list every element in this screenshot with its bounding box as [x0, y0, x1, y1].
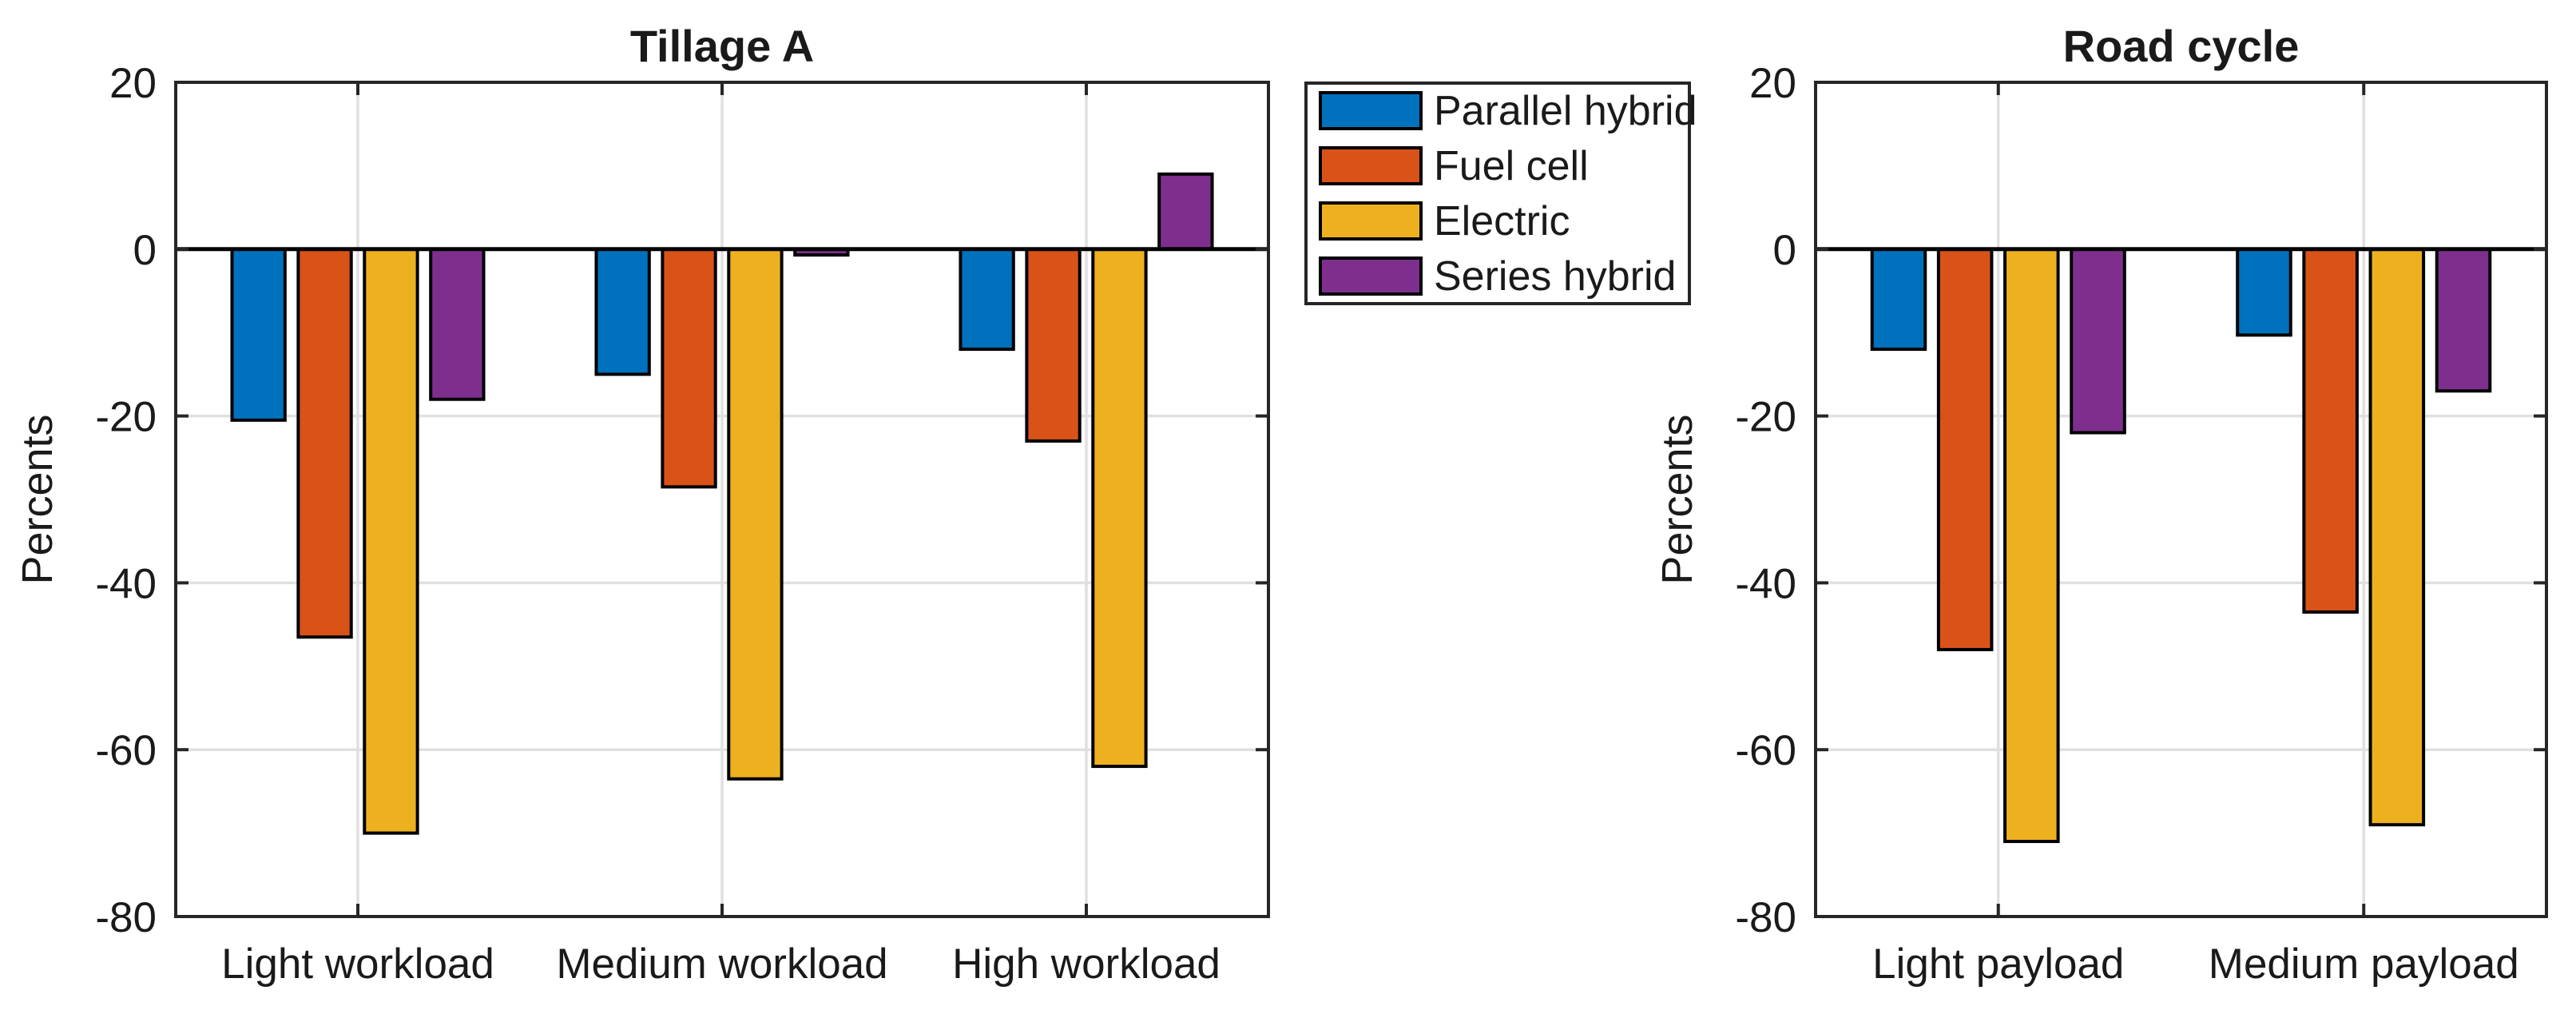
bar-fuel-cell [1025, 247, 1082, 443]
legend-swatch-series-hybrid [1319, 256, 1423, 296]
legend-row: Series hybrid [1319, 256, 1688, 297]
bar-parallel-hybrid [230, 247, 287, 422]
bar-electric [2368, 247, 2426, 827]
bar-series-hybrid [1157, 172, 1214, 251]
bar-parallel-hybrid [1870, 247, 1927, 352]
x-tick-label: Light workload [221, 940, 494, 988]
chart-road-cycle: 20 0 -20 -40 -60 -80 Light payload Medium paylo… [1653, 21, 2548, 988]
y-tick-label: 0 [1773, 227, 1796, 274]
bar-series-hybrid [2070, 247, 2126, 435]
y-tick-label: -20 [1735, 394, 1796, 441]
bar-parallel-hybrid [594, 247, 651, 376]
y-tick-label: -80 [1735, 894, 1796, 941]
legend-row: Parallel hybrid [1319, 90, 1697, 132]
legend: Parallel hybrid Fuel cell Electric Series h… [1304, 82, 1697, 305]
y-tick-label: -80 [95, 894, 157, 941]
bar-electric [1091, 247, 1148, 769]
bar-series-hybrid [2435, 247, 2492, 393]
legend-label: Electric [1434, 197, 1570, 245]
bar-fuel-cell [661, 247, 717, 489]
y-axis-label: Percents [1653, 414, 1701, 584]
y-axis-label: Percents [14, 414, 62, 584]
y-tick-label: -40 [1735, 560, 1796, 607]
y-tick-label: 20 [1749, 60, 1796, 107]
legend-row: Electric [1319, 201, 1688, 242]
bar-electric [727, 247, 784, 781]
y-tick-label: -40 [95, 560, 157, 607]
legend-swatch-fuel-cell [1319, 146, 1423, 185]
bar-fuel-cell [1936, 247, 1994, 651]
bar-parallel-hybrid [959, 247, 1015, 352]
axes-box [1814, 81, 2548, 918]
chart-tillage-a: 20 0 -20 -40 -60 -80 Light workload Medium work… [14, 21, 1270, 988]
bar-electric [2003, 247, 2060, 844]
bar-parallel-hybrid [2236, 247, 2292, 337]
legend-swatch-electric [1319, 201, 1423, 241]
x-tick-label: High workload [952, 940, 1221, 988]
bar-fuel-cell [296, 247, 353, 639]
legend-row: Fuel cell [1319, 145, 1688, 187]
y-tick-label: -20 [95, 394, 157, 441]
bar-series-hybrid [429, 247, 486, 401]
legend-label: Fuel cell [1434, 142, 1589, 189]
x-tick-label: Medium payload [2209, 940, 2519, 988]
legend-label: Parallel hybrid [1434, 87, 1697, 134]
plot-area [1816, 82, 2546, 917]
x-tick-label: Medium workload [556, 940, 887, 988]
bar-fuel-cell [2302, 247, 2359, 614]
legend-swatch-parallel-hybrid [1319, 91, 1423, 130]
legend-label: Series hybrid [1434, 253, 1677, 300]
bar-electric [363, 247, 419, 835]
chart-title: Road cycle [2063, 21, 2300, 71]
y-tick-label: 0 [133, 227, 157, 274]
chart-title: Tillage A [630, 21, 814, 71]
y-tick-label: -60 [95, 727, 157, 774]
y-tick-label: 20 [109, 60, 157, 107]
x-tick-label: Light payload [1872, 940, 2124, 988]
y-tick-label: -60 [1735, 727, 1796, 774]
